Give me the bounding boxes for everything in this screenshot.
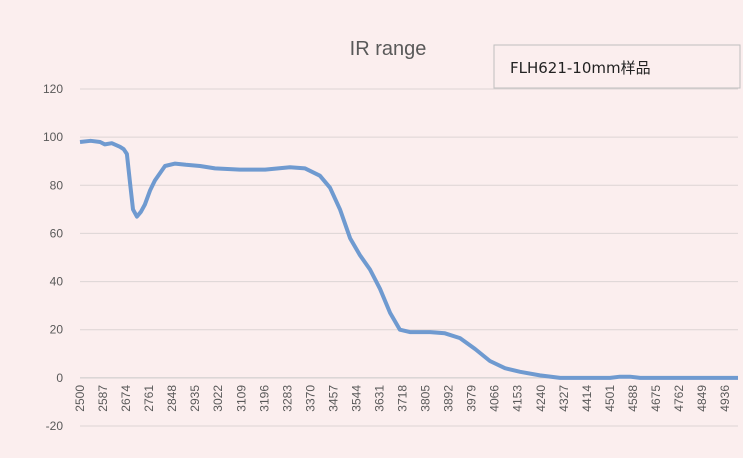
x-tick-label: 2848 <box>165 385 179 412</box>
x-tick-label: 3718 <box>396 385 410 412</box>
x-tick-label: 2935 <box>188 385 202 412</box>
series-line <box>79 138 738 380</box>
x-tick-label: 3196 <box>257 385 271 412</box>
x-tick-label: 4849 <box>695 385 709 412</box>
x-tick-label: 4153 <box>511 385 525 412</box>
x-tick-label: 3892 <box>442 385 456 412</box>
x-tick-label: 3631 <box>372 385 386 412</box>
y-tick-label: 0 <box>56 371 63 385</box>
x-tick-label: 4675 <box>649 385 663 412</box>
x-tick-label: 2761 <box>142 385 156 412</box>
x-tick-label: 4327 <box>557 385 571 412</box>
x-tick-label: 4414 <box>580 385 594 412</box>
gridlines <box>80 88 738 427</box>
y-tick-label: 40 <box>50 275 64 289</box>
y-tick-label: 100 <box>43 130 63 144</box>
y-tick-label: 120 <box>43 82 63 96</box>
y-tick-label: 20 <box>50 323 64 337</box>
x-tick-label: 3370 <box>303 385 317 412</box>
x-tick-label: 3805 <box>419 385 433 412</box>
x-tick-label: 2500 <box>73 385 87 412</box>
x-tick-label: 4240 <box>534 385 548 412</box>
y-tick-label: 80 <box>50 178 64 192</box>
legend-label: FLH621-10mm样品 <box>510 59 651 77</box>
x-tick-label: 2674 <box>119 385 133 412</box>
y-tick-label: -20 <box>46 419 64 433</box>
x-tick-label: 3544 <box>349 385 363 412</box>
y-tick-label: 60 <box>50 226 64 240</box>
x-tick-label: 3109 <box>234 385 248 412</box>
x-tick-label: 4066 <box>488 385 502 412</box>
chart-title: IR range <box>350 38 427 60</box>
x-tick-label: 2587 <box>96 385 110 412</box>
x-tick-label: 4588 <box>626 385 640 412</box>
x-tick-label: 3979 <box>465 385 479 412</box>
x-tick-label: 4501 <box>603 385 617 412</box>
x-tick-label: 4762 <box>672 385 686 412</box>
x-tick-label: 3457 <box>326 385 340 412</box>
x-tick-label: 4936 <box>718 385 732 412</box>
x-axis-ticks: 2500 2587 2674 2761 2848 2935 3022 3109 3196 3283… <box>73 385 732 412</box>
x-tick-label: 3022 <box>211 385 225 412</box>
legend-box <box>493 44 741 89</box>
x-tick-label: 3283 <box>280 385 294 412</box>
y-axis-ticks: -20 0 20 40 60 80 100 120 <box>43 82 63 433</box>
